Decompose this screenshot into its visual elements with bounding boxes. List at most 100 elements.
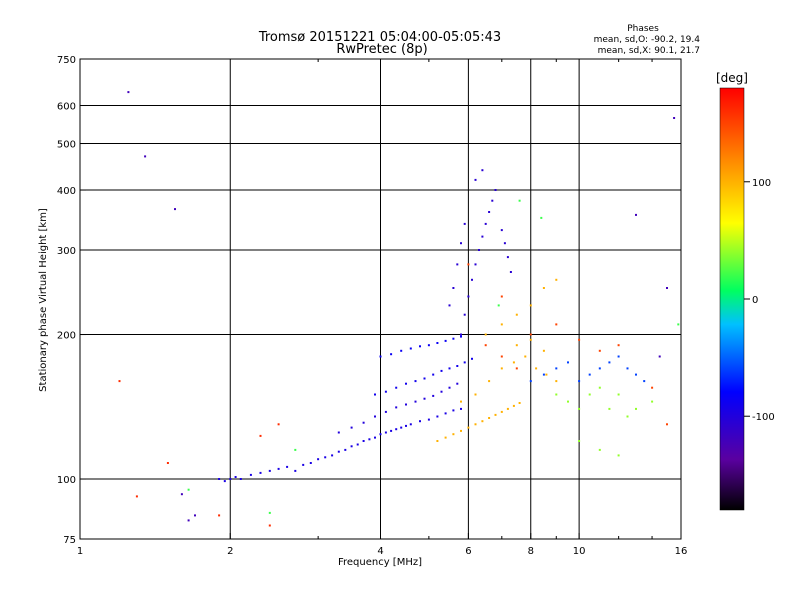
y-tick-label: 750 (57, 55, 76, 66)
data-point (555, 278, 558, 281)
data-point (427, 344, 430, 347)
data-point (294, 469, 297, 472)
data-point (617, 393, 620, 396)
x-tick-label: 1 (77, 546, 83, 557)
data-point (460, 333, 462, 336)
data-point (448, 386, 451, 389)
data-point (444, 412, 447, 415)
data-point (500, 410, 503, 413)
data-point (578, 440, 581, 442)
data-point (484, 222, 487, 225)
y-tick-label: 200 (57, 331, 76, 342)
data-point (567, 361, 569, 364)
chart-title: Tromsø 20151221 05:04:00-05:05:43 (258, 30, 501, 45)
data-point (234, 476, 237, 478)
data-point (436, 415, 439, 418)
data-point (456, 263, 459, 266)
data-point (337, 431, 340, 434)
data-point (384, 431, 387, 434)
data-point (405, 424, 407, 427)
data-point (658, 355, 661, 358)
data-point (509, 271, 512, 273)
data-point (331, 454, 334, 457)
data-point (452, 287, 455, 289)
data-point (588, 373, 591, 376)
data-point (463, 361, 466, 364)
data-point (302, 463, 305, 466)
data-point (317, 458, 320, 461)
data-point (500, 367, 503, 370)
data-point (518, 199, 521, 202)
data-point (506, 407, 509, 410)
data-point (524, 355, 527, 358)
data-point (488, 211, 491, 213)
data-point (673, 117, 676, 119)
data-point (474, 263, 477, 266)
data-point (436, 440, 439, 442)
data-point (481, 169, 484, 172)
data-point (666, 287, 668, 289)
data-point (405, 382, 407, 385)
y-tick-label: 300 (57, 246, 76, 257)
phase-stats-title: Phases (627, 24, 659, 34)
data-point (626, 367, 629, 370)
data-point (494, 189, 497, 191)
data-point (467, 426, 470, 429)
data-point (467, 263, 470, 266)
data-point (494, 413, 497, 416)
data-point (567, 400, 569, 403)
data-point (491, 199, 494, 202)
data-point (460, 242, 462, 245)
data-point (666, 423, 668, 426)
data-point (617, 344, 620, 347)
data-point (218, 478, 221, 480)
data-point (643, 380, 646, 383)
data-point (174, 208, 176, 211)
y-tick-label: 500 (57, 140, 76, 151)
colorbar-tick-label: 100 (752, 178, 771, 189)
data-point (294, 448, 297, 451)
data-point (277, 423, 280, 426)
data-point (474, 393, 477, 396)
data-point (500, 229, 503, 232)
colorbar-tick-label: -100 (752, 412, 775, 423)
data-point (635, 213, 637, 216)
data-point (515, 367, 518, 370)
data-point (512, 361, 515, 364)
data-point (409, 423, 412, 426)
data-point (555, 380, 558, 383)
data-point (481, 235, 484, 238)
data-point (390, 353, 393, 356)
data-points (118, 91, 680, 527)
data-point (194, 514, 196, 517)
data-point (578, 338, 581, 341)
data-point (419, 420, 421, 423)
data-point (540, 216, 543, 219)
data-point (542, 373, 545, 376)
grid-lines (80, 59, 681, 539)
y-axis-ticks: 75 100 200 300 400 500 600 750 (57, 55, 86, 546)
data-point (180, 493, 183, 496)
data-point (374, 393, 376, 396)
data-point (545, 373, 548, 376)
y-tick-label: 600 (57, 102, 76, 113)
data-point (409, 347, 412, 350)
data-point (324, 456, 327, 459)
data-point (542, 349, 545, 352)
data-point (414, 400, 417, 403)
data-point (268, 524, 271, 527)
data-point (444, 339, 447, 342)
data-point (555, 393, 558, 396)
data-point (598, 386, 601, 389)
data-point (529, 338, 532, 341)
data-point (379, 355, 382, 358)
data-point (463, 222, 466, 225)
data-point (626, 415, 629, 418)
data-point (578, 380, 581, 383)
data-point (484, 333, 487, 336)
data-point (484, 344, 487, 347)
data-point (432, 373, 435, 376)
x-tick-label: 8 (528, 546, 534, 557)
data-point (529, 380, 532, 383)
data-point (419, 345, 421, 348)
